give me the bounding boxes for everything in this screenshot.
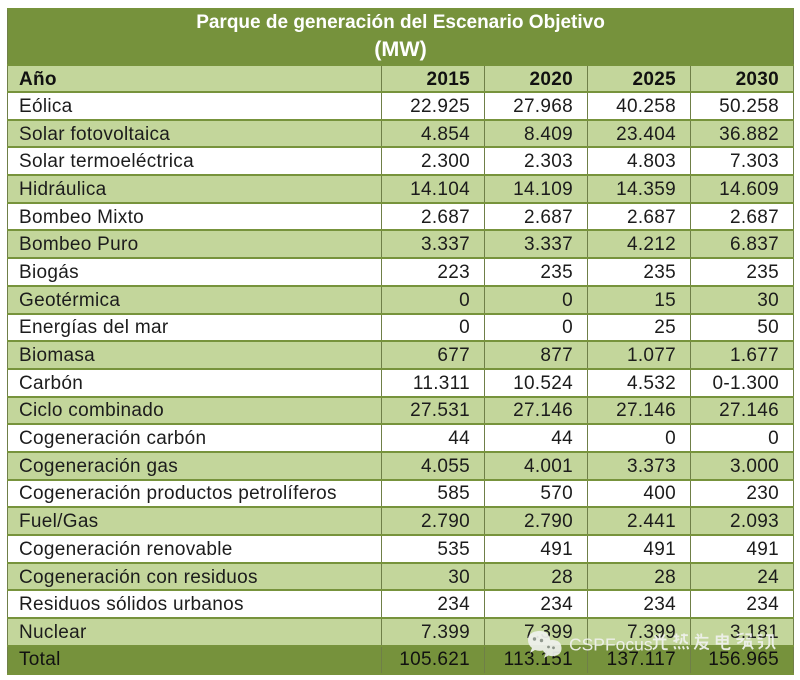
svg-text:CSPFocus: CSPFocus (569, 635, 653, 655)
